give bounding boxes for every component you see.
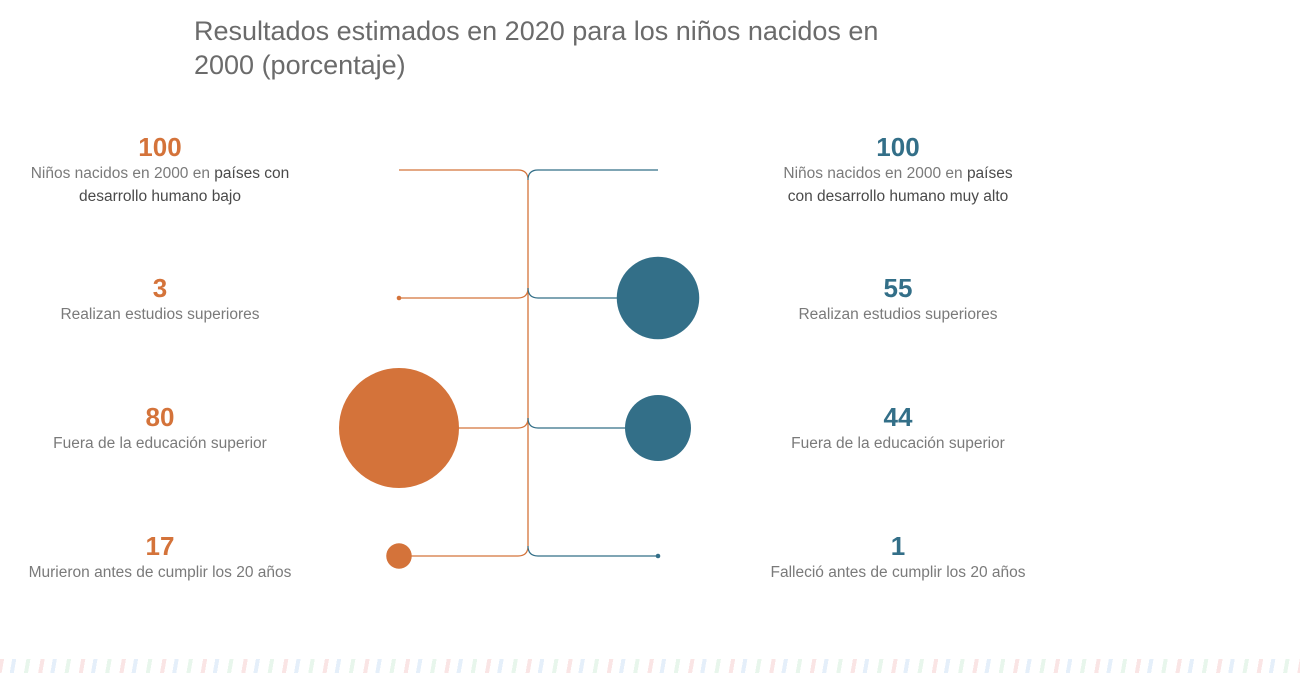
category-label: Falleció antes de cumplir los 20 años: [770, 564, 1026, 581]
chart-title: Resultados estimados en 2020 para los ni…: [194, 16, 879, 80]
right-bubble: [655, 553, 661, 559]
category-label: Murieron antes de cumplir los 20 años: [28, 564, 292, 581]
value-label: 44: [883, 402, 913, 432]
left-bubble: [386, 543, 412, 569]
category-label: Realizan estudios superiores: [60, 306, 260, 323]
left-item: 3 Realizan estudios superiores: [0, 273, 330, 326]
right-bubble: [625, 395, 691, 461]
category-label: Fuera de la educación superior: [53, 435, 267, 452]
left-bubble: [339, 368, 459, 488]
right-item: 44 Fuera de la educación superior: [728, 402, 1068, 455]
left-item: 17 Murieron antes de cumplir los 20 años: [0, 531, 330, 584]
category-label-emphasis: países con desarrollo humano bajo: [79, 165, 290, 205]
left-item: 80 Fuera de la educación superior: [0, 402, 330, 455]
value-label: 17: [145, 531, 175, 561]
right-bubble: [616, 256, 700, 340]
left-item: 100 Niños nacidos en 2000 en países con d…: [0, 132, 330, 208]
category-label: Niños nacidos en 2000 en países con desa…: [783, 165, 1013, 205]
category-label-emphasis: países con desarrollo humano muy alto: [787, 165, 1013, 205]
right-branch-line: [527, 545, 658, 557]
value-label: 100: [138, 132, 182, 162]
category-label: Fuera de la educación superior: [791, 435, 1005, 452]
left-branch-line: [399, 169, 529, 181]
right-item: 1 Falleció antes de cumplir los 20 años: [728, 531, 1068, 584]
value-label: 3: [152, 273, 168, 303]
category-label: Niños nacidos en 2000 en países con desa…: [30, 165, 290, 205]
right-branch-line: [527, 417, 658, 429]
right-item: 100 Niños nacidos en 2000 en países con d…: [728, 132, 1068, 208]
left-branch-line: [399, 287, 529, 299]
right-item: 55 Realizan estudios superiores: [728, 273, 1068, 326]
left-branch-line: [399, 545, 529, 557]
decorative-pattern: [0, 659, 1300, 673]
value-label: 1: [890, 531, 906, 561]
value-label: 100: [876, 132, 920, 162]
value-label: 55: [883, 273, 913, 303]
value-label: 80: [145, 402, 175, 432]
left-bubble: [396, 295, 402, 301]
category-label: Realizan estudios superiores: [798, 306, 998, 323]
right-branch-line: [527, 169, 658, 181]
right-branch-line: [527, 287, 658, 299]
